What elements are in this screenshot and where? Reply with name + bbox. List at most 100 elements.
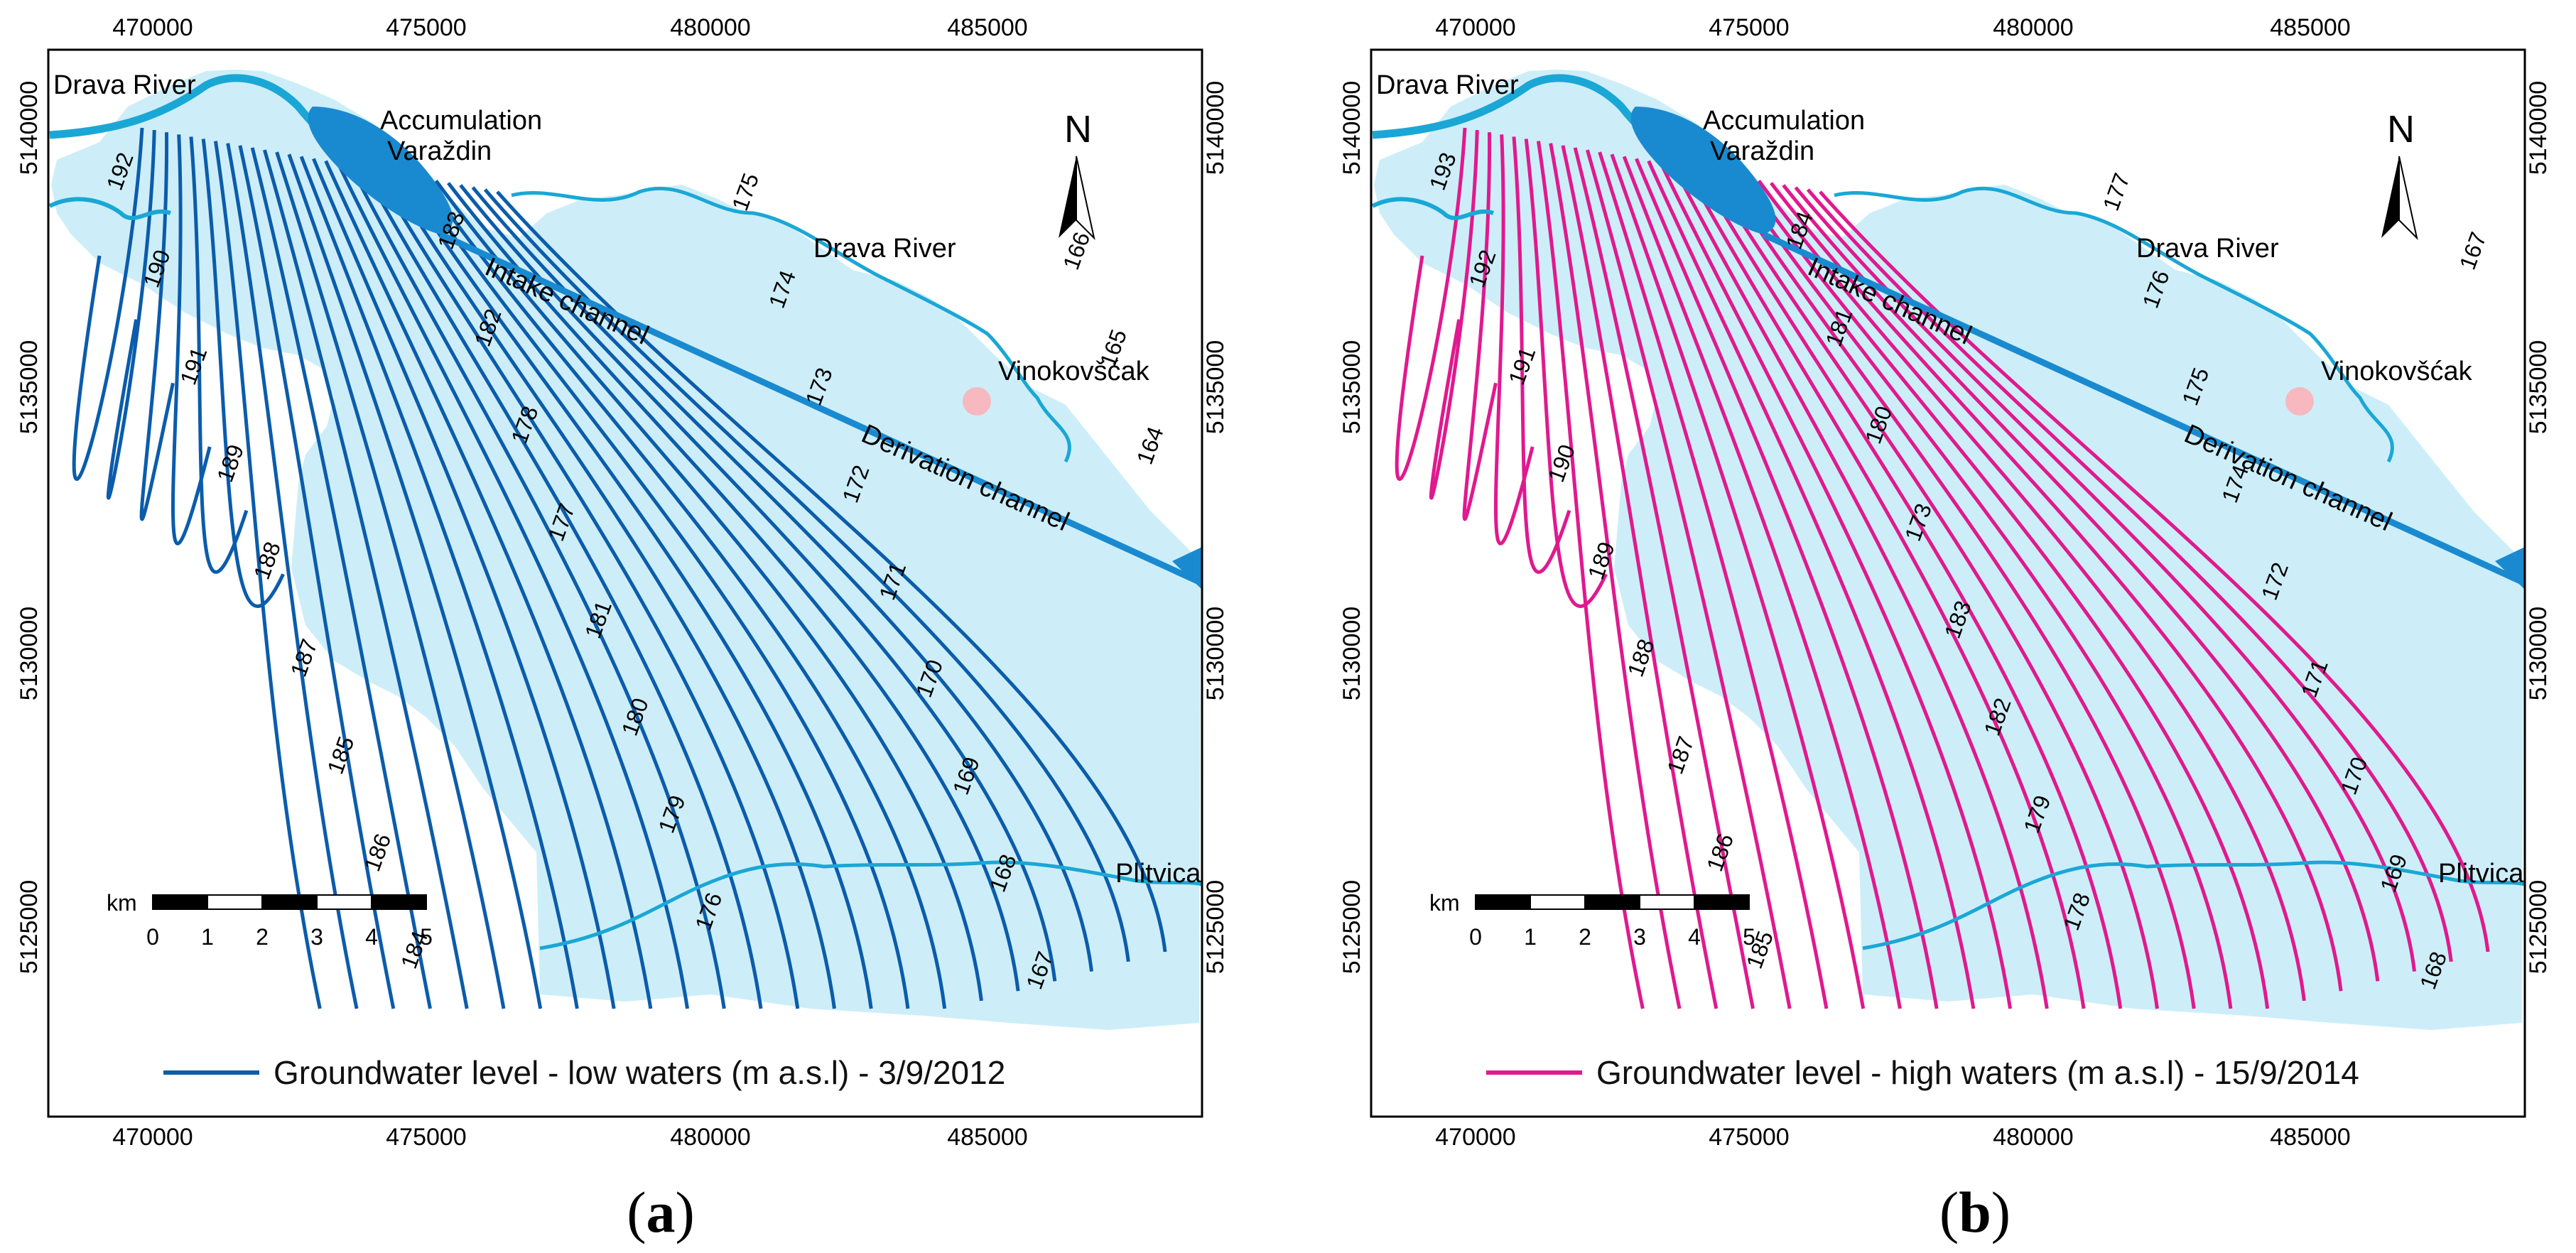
groundwater-contour xyxy=(1635,158,1939,1009)
x-tick-label-bottom: 475000 xyxy=(1709,1124,1789,1151)
groundwater-contour xyxy=(226,143,359,1009)
contour-value-label: 175 xyxy=(727,170,764,214)
contour-lines xyxy=(72,127,1167,1009)
label-varazdin: Varaždin xyxy=(387,136,492,166)
groundwater-contour xyxy=(171,134,212,546)
groundwater-contour xyxy=(213,141,322,1009)
groundwater-contour xyxy=(287,153,543,1009)
groundwater-contour xyxy=(1524,139,1608,608)
scale-tick: 5 xyxy=(1743,924,1755,950)
groundwater-contour xyxy=(72,127,144,482)
legend-label: Groundwater level - low waters (m a.s.l)… xyxy=(274,1054,1005,1091)
groundwater-contour xyxy=(1536,141,1645,1009)
groundwater-contour xyxy=(1561,145,1719,1009)
y-tick-label-right: 5130000 xyxy=(2525,607,2552,700)
x-tick-label-top: 485000 xyxy=(2270,14,2350,41)
groundwater-contour xyxy=(1586,149,1792,1009)
label-plitvica: Plitvica xyxy=(1115,859,1201,889)
y-tick-label-left: 5140000 xyxy=(1338,81,1365,175)
groundwater-contour xyxy=(459,184,1057,982)
groundwater-contour xyxy=(496,190,1167,953)
river-branch xyxy=(1371,197,1494,220)
groundwater-contour xyxy=(1622,156,1902,1009)
groundwater-contour xyxy=(1770,182,2343,992)
label-drava-river-nw: Drava River xyxy=(53,70,196,100)
x-tick-label-top: 470000 xyxy=(1435,14,1515,41)
x-tick-label-bottom: 485000 xyxy=(947,1124,1027,1151)
scale-unit: km xyxy=(1429,890,1460,916)
groundwater-contour xyxy=(1610,153,1866,1009)
groundwater-contour xyxy=(1462,132,1498,521)
y-tick-label-left: 5135000 xyxy=(16,340,43,434)
groundwater-contour xyxy=(471,186,1094,972)
groundwater-contour xyxy=(263,149,469,1009)
scale-tick: 0 xyxy=(146,924,159,950)
groundwater-contour xyxy=(1819,190,2490,953)
groundwater-contour xyxy=(447,182,1020,992)
aquifer-area xyxy=(51,70,1201,1030)
groundwater-contour xyxy=(1720,173,2196,1009)
groundwater-contour xyxy=(1745,177,2270,1009)
groundwater-contour xyxy=(139,132,175,521)
x-tick-label-bottom: 480000 xyxy=(1993,1124,2073,1151)
y-tick-label-left: 5135000 xyxy=(1338,340,1365,434)
label-drava-river-nw: Drava River xyxy=(1376,70,1519,100)
groundwater-contour xyxy=(1696,168,2123,1009)
groundwater-contour xyxy=(275,151,506,1009)
caption-a: (a) xyxy=(627,1180,695,1244)
contour-value-label: 186 xyxy=(1701,830,1738,874)
y-tick-label-right: 5125000 xyxy=(1202,880,1229,974)
y-tick-label-left: 5140000 xyxy=(16,81,43,175)
scale-tick: 1 xyxy=(201,924,214,950)
groundwater-contour xyxy=(1757,179,2306,1002)
accumulation-varazdin-lake xyxy=(1630,107,1776,234)
vinokovscak-point xyxy=(2285,387,2314,416)
label-accumulation: Accumulation xyxy=(380,106,542,136)
groundwater-contour xyxy=(1395,127,1467,482)
groundwater-contour xyxy=(1659,162,2013,1009)
north-arrow-icon xyxy=(1059,156,1095,241)
map-panel-b: 470000 470000 475000 475000 480000 480000 4850… xyxy=(1338,14,2552,1151)
y-tick-label-left: 5125000 xyxy=(1338,880,1365,974)
map-frame xyxy=(47,48,1203,1118)
contour-value-label: 191 xyxy=(175,344,212,388)
contour-value-label: 187 xyxy=(286,636,323,680)
y-tick-label-left: 5130000 xyxy=(1338,607,1365,700)
channel-outlet xyxy=(2495,547,2525,590)
groundwater-contour xyxy=(1512,136,1571,574)
vinokovscak-point xyxy=(963,387,991,416)
x-tick-label-bottom: 470000 xyxy=(112,1124,193,1151)
groundwater-contour xyxy=(201,139,285,608)
y-tick-label-right: 5130000 xyxy=(1202,607,1229,700)
x-tick-label-top: 485000 xyxy=(947,14,1027,41)
contour-value-label: 188 xyxy=(249,538,286,582)
groundwater-contour xyxy=(312,158,616,1009)
groundwater-contour xyxy=(1782,184,2380,982)
x-tick-label-bottom: 480000 xyxy=(670,1124,750,1151)
groundwater-contour xyxy=(385,170,836,1009)
plitvica-stream xyxy=(1862,860,2526,950)
x-tick-label-top: 475000 xyxy=(386,14,466,41)
groundwater-contour xyxy=(1549,143,1682,1009)
y-tick-label-right: 5135000 xyxy=(1202,340,1229,434)
drava-river-ne xyxy=(511,186,1071,463)
y-tick-label-right: 5140000 xyxy=(2525,81,2552,175)
x-tick-label-top: 480000 xyxy=(1993,14,2073,41)
scale-bar xyxy=(1475,894,1750,910)
accumulation-varazdin-lake xyxy=(308,107,453,234)
groundwater-contour xyxy=(1429,130,1479,500)
label-drava-river-ne: Drava River xyxy=(813,234,956,264)
north-arrow-icon xyxy=(2381,156,2418,241)
contour-value-label: 185 xyxy=(322,733,359,777)
scale-tick: 3 xyxy=(1633,924,1646,950)
groundwater-contour xyxy=(410,175,910,1009)
y-tick-label-left: 5125000 xyxy=(16,880,43,974)
contour-value-label: 166 xyxy=(1058,229,1095,273)
groundwater-contour xyxy=(336,162,690,1009)
scale-tick: 4 xyxy=(1688,924,1701,950)
groundwater-contour xyxy=(1708,170,2159,1009)
x-tick-label-top: 475000 xyxy=(1709,14,1789,41)
intake-derivation-channel xyxy=(439,231,1202,586)
contour-lines xyxy=(1395,127,2490,1009)
scale-tick: 4 xyxy=(365,924,378,950)
